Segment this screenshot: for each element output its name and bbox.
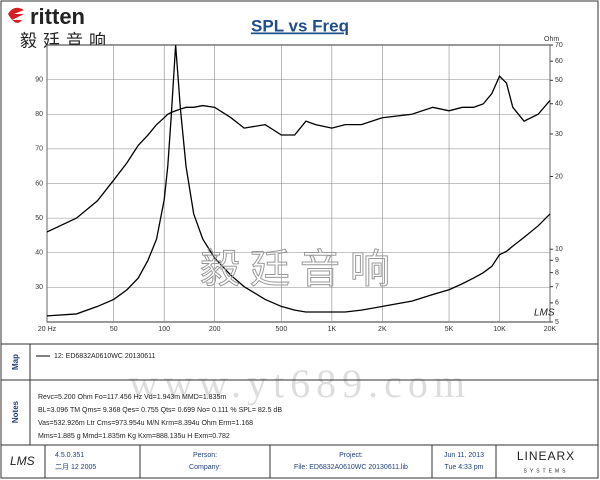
footer-lms: LMS xyxy=(10,454,35,468)
footer-version: 4.5.0.351 xyxy=(55,452,84,459)
map-label: Map xyxy=(11,354,20,370)
y2-tick-label: 50 xyxy=(555,77,563,84)
x-tick-label: 100 xyxy=(158,326,170,333)
y-tick-label: 40 xyxy=(35,250,43,257)
footer-file: File: ED6832A0610WC 20130611.lib xyxy=(294,464,408,471)
footer-company: Company: xyxy=(189,464,221,471)
watermark-cn: 毅廷音响 xyxy=(200,248,400,292)
note-line: BL=3.096 TM Qms= 9.368 Qes= 0.755 Qts= 0… xyxy=(38,407,282,414)
footer-time: Tue 4:33 pm xyxy=(444,464,483,471)
note-line: Revc=5.200 Ohm Fo=117.456 Hz Vd=1.943m M… xyxy=(38,394,226,401)
y2-tick-label: 8 xyxy=(555,270,559,277)
x-tick-label: 200 xyxy=(209,326,221,333)
y-tick-label: 80 xyxy=(35,111,43,118)
y2-tick-label: 9 xyxy=(555,257,559,264)
x-tick-label: 20K xyxy=(544,326,557,333)
logo: ritten xyxy=(30,4,85,29)
logo-mark xyxy=(8,7,24,23)
y2-tick-label: 7 xyxy=(555,284,559,291)
legend-entry: 12: ED6832A0610WC 20130611 xyxy=(54,353,156,360)
footer-build: 二月 12 2005 xyxy=(55,463,96,471)
y-tick-label: 30 xyxy=(35,284,43,291)
footer-date: Jun 11, 2013 xyxy=(444,452,484,459)
x-tick-label: 20 Hz xyxy=(38,326,57,333)
watermark-url: www.yt689.com xyxy=(129,361,471,406)
chart-title: SPL vs Freq xyxy=(251,16,349,35)
lms-stamp: LMS xyxy=(534,308,555,319)
footer-person: Person: xyxy=(193,452,217,459)
y2-tick-label: 6 xyxy=(555,300,559,307)
y-tick-label: 50 xyxy=(35,215,43,222)
note-line: Mms=1.885 g Mmd=1.835m Kg Kxm=888.135u H… xyxy=(38,433,230,440)
series-line xyxy=(46,75,551,233)
y2-tick-label: 60 xyxy=(555,58,563,65)
y2-tick-label: 5 xyxy=(555,319,559,326)
x-tick-label: 10K xyxy=(493,326,506,333)
notes-label: Notes xyxy=(11,400,20,423)
footer-brand: LINEARX xyxy=(517,449,575,463)
footer-brand-sub: SYSTEMS xyxy=(524,468,569,474)
y2-tick-label: 30 xyxy=(555,131,563,138)
series-line xyxy=(46,44,551,317)
note-line: Vas=532.926m Ltr Cms=973.954u M/N Krm=8.… xyxy=(38,420,253,427)
y2-tick-label: 10 xyxy=(555,246,563,253)
y2-tick-label: 20 xyxy=(555,173,563,180)
x-tick-label: 50 xyxy=(110,326,118,333)
x-tick-label: 1K xyxy=(328,326,337,333)
x-tick-label: 500 xyxy=(276,326,288,333)
y-tick-label: 90 xyxy=(35,76,43,83)
y2-tick-label: 70 xyxy=(555,42,563,49)
footer-project: Project: xyxy=(339,452,363,459)
y2-label: Ohm xyxy=(544,36,559,43)
x-tick-label: 5K xyxy=(445,326,454,333)
y2-tick-label: 40 xyxy=(555,101,563,108)
x-tick-label: 2K xyxy=(378,326,387,333)
y-tick-label: 70 xyxy=(35,146,43,153)
y-tick-label: 60 xyxy=(35,180,43,187)
